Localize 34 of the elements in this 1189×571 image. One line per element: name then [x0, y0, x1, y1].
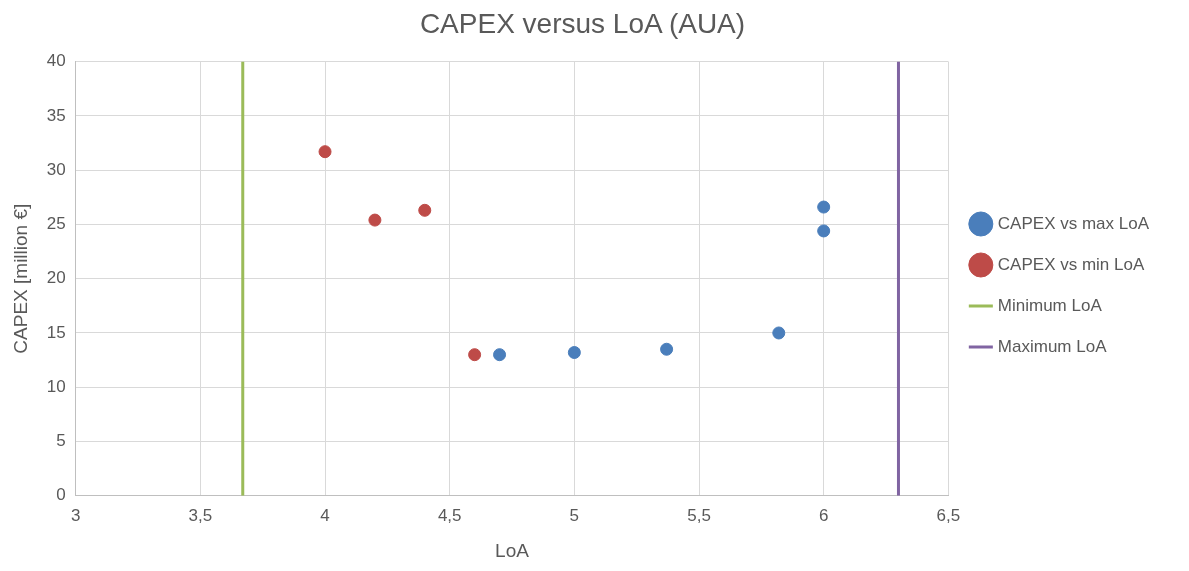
y-tick-label: 35: [46, 105, 66, 125]
point: [418, 203, 432, 217]
y-axis-title: CAPEX [million €]: [9, 203, 31, 354]
point: [368, 213, 382, 227]
y-tick-label: 40: [46, 51, 66, 71]
x-tick-label: 5,5: [687, 505, 711, 525]
y-tick-label: 5: [56, 431, 66, 451]
y-tick-label: 30: [46, 159, 66, 179]
chart-title: CAPEX versus LoA (AUA): [419, 7, 746, 39]
point: [772, 326, 786, 340]
x-tick-label: 4: [320, 505, 330, 525]
point: [817, 224, 831, 238]
x-tick-label: 4,5: [437, 505, 462, 525]
point: [493, 348, 507, 362]
point: [567, 346, 581, 360]
point: [660, 342, 674, 356]
x-tick-label: 3,5: [188, 505, 213, 525]
y-tick-label: 15: [46, 322, 66, 342]
y-tick-label: 25: [46, 214, 66, 234]
x-tick-label: 5: [569, 505, 580, 525]
x-tick-label: 6,5: [936, 505, 961, 525]
point: [817, 200, 831, 214]
y-tick-label: 20: [46, 268, 66, 288]
legend-label: Minimum LoA: [997, 295, 1103, 315]
x-tick-label: 6: [818, 505, 829, 525]
x-axis-title: LoA: [495, 539, 530, 561]
legend-label: CAPEX vs max LoA: [997, 213, 1150, 233]
y-tick-label: 0: [56, 485, 66, 505]
legend-label: CAPEX vs min LoA: [997, 254, 1145, 274]
y-tick-label: 10: [46, 376, 66, 396]
x-tick-label: 3: [70, 505, 81, 525]
point: [468, 348, 482, 362]
point: [318, 145, 332, 159]
legend-label: Maximum LoA: [997, 336, 1108, 356]
